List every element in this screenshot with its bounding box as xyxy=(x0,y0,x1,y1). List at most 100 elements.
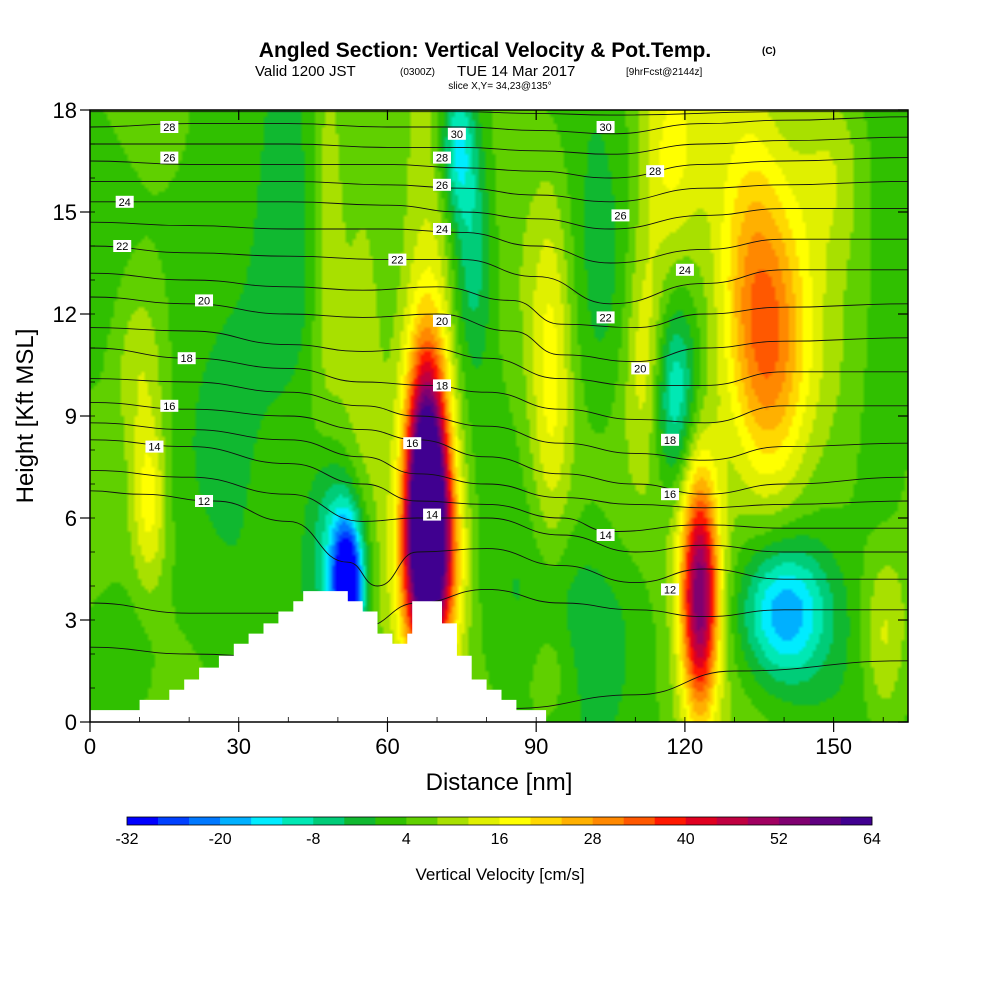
isentrope-label-bg xyxy=(115,195,134,208)
colorbar-tick-label: 4 xyxy=(402,831,411,848)
isentrope-line xyxy=(90,490,908,587)
y-tick-label: 9 xyxy=(65,404,77,429)
isentrope-label: 18 xyxy=(432,379,451,392)
isentrope-label-text: 18 xyxy=(664,435,676,447)
isentrope-label-bg xyxy=(596,311,615,324)
isentrope-label: 26 xyxy=(160,151,179,165)
colorbar-tick-label: 16 xyxy=(491,831,509,848)
colorbar-tick-label: -20 xyxy=(209,831,232,848)
isentrope-labels: 2826242220181614123028262422201816143028… xyxy=(113,121,694,596)
isentrope-label: 20 xyxy=(432,314,451,328)
isentrope-line xyxy=(90,378,908,461)
terrain-mask xyxy=(90,591,547,722)
isentrope-line xyxy=(90,422,908,509)
colorbar-tick-label: 52 xyxy=(770,831,788,848)
isentrope-label: 24 xyxy=(675,263,694,277)
isentrope-label: 22 xyxy=(596,311,615,324)
isentrope-label: 18 xyxy=(177,352,196,365)
isentrope-label-bg xyxy=(631,362,650,375)
isentrope-line xyxy=(90,116,908,135)
colorbar-swatch xyxy=(623,817,656,825)
isentrope-label: 16 xyxy=(403,437,422,450)
isentrope-line xyxy=(90,588,908,628)
isentrope-label: 14 xyxy=(423,508,442,522)
x-tick-label: 150 xyxy=(815,734,852,759)
isentrope-label: 14 xyxy=(596,529,615,542)
isentrope-label-bg xyxy=(432,379,451,392)
isentrope-label-text: 24 xyxy=(679,265,691,277)
title-block: Angled Section: Vertical Velocity & Pot.… xyxy=(255,39,776,92)
isentrope-line xyxy=(90,221,908,264)
isentrope-label-text: 30 xyxy=(451,129,463,141)
isentrope-label-bg xyxy=(160,121,179,133)
isentrope-label-text: 26 xyxy=(163,153,175,165)
isentrope-label: 24 xyxy=(432,223,451,236)
isentrope-label-bg xyxy=(145,440,164,453)
isentrope-label-text: 26 xyxy=(436,180,448,192)
isentrope-label-text: 18 xyxy=(436,380,448,392)
isentrope-label: 12 xyxy=(661,583,680,596)
isentrope-line xyxy=(90,347,908,424)
isentrope-label-text: 28 xyxy=(163,122,175,134)
colorbar-swatch xyxy=(406,817,438,825)
isentrope-label: 28 xyxy=(646,165,665,178)
isentrope-label-bg xyxy=(403,437,422,450)
isentrope-label-bg xyxy=(661,433,680,446)
isentrope-label-bg xyxy=(388,253,407,266)
y-tick-label: 0 xyxy=(65,710,77,735)
isentrope-line xyxy=(90,245,908,305)
valid-time-prefix: Valid 1200 JST xyxy=(255,63,356,80)
colorbar-swatch xyxy=(561,817,593,825)
isentrope-line xyxy=(90,180,908,203)
colorbar-swatch xyxy=(220,817,252,825)
colorbar-swatch xyxy=(840,817,873,825)
isentrope-label-bg xyxy=(195,294,214,307)
colorbar-swatch xyxy=(251,817,283,825)
isentrope-label-text: 12 xyxy=(664,584,676,596)
x-tick-label: 30 xyxy=(226,734,250,759)
isentrope-label: 20 xyxy=(631,362,650,375)
valid-time-utc: (0300Z) xyxy=(400,67,435,78)
colorbar-swatch xyxy=(654,817,687,825)
isentrope-line xyxy=(90,327,908,386)
isentrope-label-text: 18 xyxy=(181,353,193,365)
y-tick-label: 12 xyxy=(53,302,77,327)
isentrope-label-text: 20 xyxy=(634,363,646,375)
forecast-tag: [9hrFcst@2144z] xyxy=(626,67,703,78)
colorbar-swatch xyxy=(747,817,780,825)
colorbar-swatch xyxy=(158,817,190,825)
colorbar-swatch xyxy=(313,817,345,825)
isentrope-label-bg xyxy=(160,399,179,412)
x-tick-label: 90 xyxy=(524,734,548,759)
colorbar-swatch xyxy=(344,817,376,825)
colorbar-swatch xyxy=(499,817,531,825)
colorbar-tick-label: 64 xyxy=(863,831,881,848)
isentrope-label-bg xyxy=(611,209,630,222)
isentrope-label-bg xyxy=(675,263,694,276)
isentrope-label-bg xyxy=(596,529,615,541)
isentrope-lines xyxy=(90,111,908,709)
isentrope-label: 30 xyxy=(447,127,466,141)
isentrope-label-text: 12 xyxy=(198,496,210,508)
isentrope-label-bg xyxy=(661,488,680,501)
colorbar-tick-label: -8 xyxy=(306,831,320,848)
isentrope-label-text: 22 xyxy=(599,312,611,324)
isentrope-label: 16 xyxy=(160,399,179,413)
isentrope-label-text: 22 xyxy=(391,255,403,267)
colorbar-tick-label: -32 xyxy=(115,831,138,848)
isentrope-label: 22 xyxy=(388,253,407,267)
colorbar-swatch xyxy=(592,817,624,825)
colorbar-swatch xyxy=(127,817,159,825)
isentrope-line xyxy=(90,136,908,155)
isentrope-label-text: 14 xyxy=(426,510,438,522)
isentrope-label: 28 xyxy=(432,151,451,165)
isentrope-label-bg xyxy=(160,151,179,164)
isentrope-label: 12 xyxy=(195,495,214,508)
plot-area: 2826242220181614123028262422201816143028… xyxy=(89,109,909,723)
isentrope-label-text: 28 xyxy=(649,166,661,178)
y-tick-label: 18 xyxy=(53,98,77,123)
isentrope-label-text: 16 xyxy=(163,401,175,413)
colorbar: -32 -20 -8 4 16 28 40 52 64 xyxy=(115,816,881,848)
isentrope-line xyxy=(90,201,908,230)
isentrope-label-bg xyxy=(432,223,451,235)
